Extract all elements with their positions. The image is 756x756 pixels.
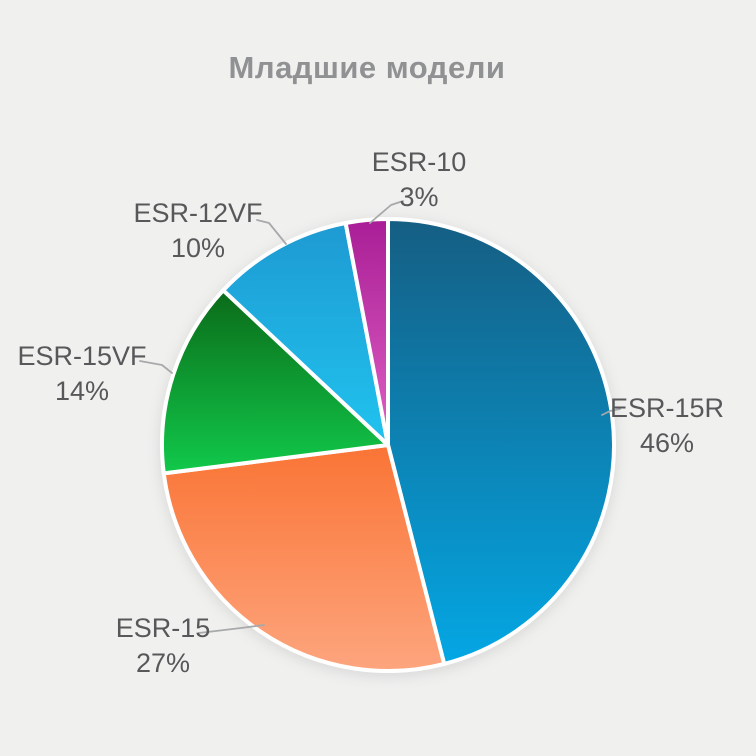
- leader-line-esr-15r: [601, 408, 621, 416]
- pie-slice-esr-15: [161, 443, 447, 673]
- slice-label-name: ESR-15R: [609, 393, 725, 423]
- pie-slice-esr-10: [343, 217, 390, 447]
- leader-line-esr-12vf: [256, 219, 287, 245]
- pie-slices-group: [160, 217, 616, 673]
- slice-label-esr-15: ESR-15 27%: [116, 611, 211, 681]
- slice-label-percent: 14%: [54, 376, 110, 406]
- leader-line-esr-10: [369, 200, 404, 224]
- slice-label-percent: 46%: [639, 428, 695, 458]
- leader-line-esr-15: [198, 624, 265, 634]
- slice-label-esr-15vf: ESR-15VF 14%: [17, 339, 146, 409]
- pie-slice-esr-12vf: [221, 221, 390, 447]
- pie-slice-esr-15r: [386, 217, 616, 666]
- slice-label-esr-15r: ESR-15R 46%: [610, 391, 724, 461]
- slice-label-esr-10: ESR-10 3%: [372, 145, 467, 215]
- slice-label-name: ESR-15: [115, 613, 211, 643]
- slice-label-name: ESR-15VF: [17, 341, 147, 371]
- slice-label-esr-12vf: ESR-12VF 10%: [133, 196, 262, 266]
- slice-label-name: ESR-10: [371, 147, 467, 177]
- pie-slice-esr-15vf: [160, 288, 390, 476]
- slice-label-percent: 10%: [170, 233, 226, 263]
- slice-label-percent: 3%: [399, 182, 439, 212]
- slice-label-percent: 27%: [135, 648, 191, 678]
- chart-title: Младшие модели: [228, 50, 506, 85]
- leader-line-esr-15vf: [139, 360, 173, 374]
- slice-label-name: ESR-12VF: [133, 198, 263, 228]
